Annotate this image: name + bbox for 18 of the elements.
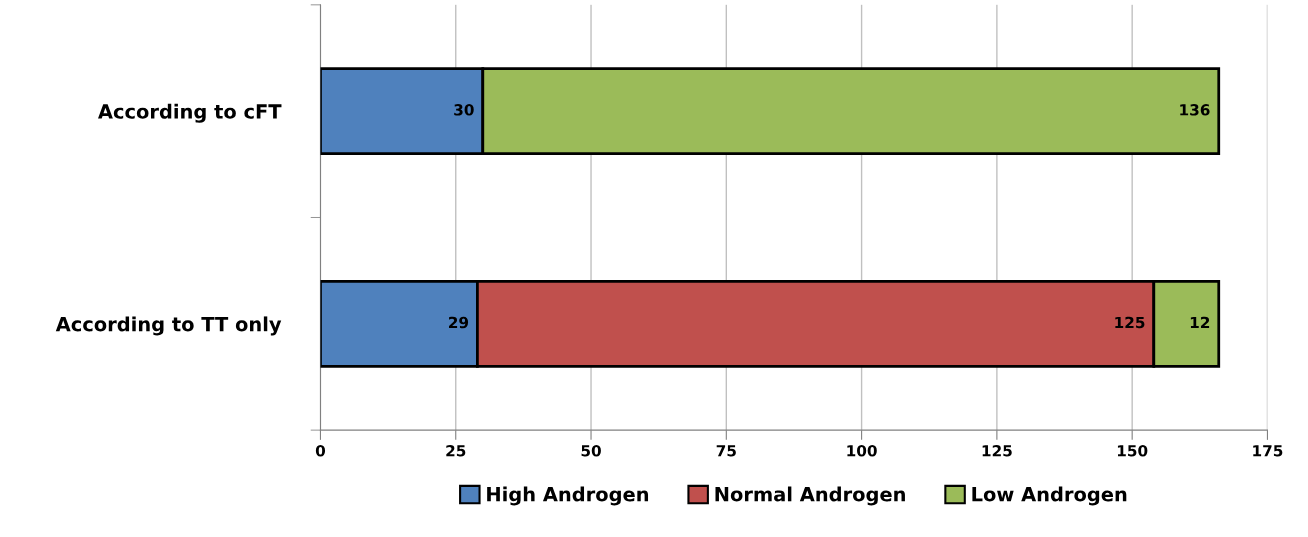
y-tick-label: According to cFT bbox=[98, 103, 282, 123]
data-label: 12 bbox=[1190, 316, 1210, 329]
x-tick-label: 175 bbox=[1253, 445, 1283, 457]
x-tick-label: 100 bbox=[847, 444, 877, 457]
x-tick-label: 0 bbox=[315, 444, 326, 457]
data-label: 136 bbox=[1180, 104, 1210, 116]
data-label: 125 bbox=[1115, 316, 1145, 329]
x-tick-label: 150 bbox=[1117, 444, 1148, 457]
data-label: 30 bbox=[454, 104, 474, 116]
x-tick-label: 75 bbox=[716, 445, 736, 457]
x-tick-label: 125 bbox=[982, 444, 1012, 457]
x-tick-label: 50 bbox=[581, 444, 601, 457]
x-tick-label: 25 bbox=[446, 444, 466, 457]
legend-label: High Androgen bbox=[487, 486, 649, 506]
legend-label: Normal Androgen bbox=[715, 486, 905, 506]
y-tick-label: According to TT only bbox=[55, 316, 282, 336]
data-label: 29 bbox=[449, 316, 469, 329]
legend-label: Low Androgen bbox=[972, 486, 1127, 506]
